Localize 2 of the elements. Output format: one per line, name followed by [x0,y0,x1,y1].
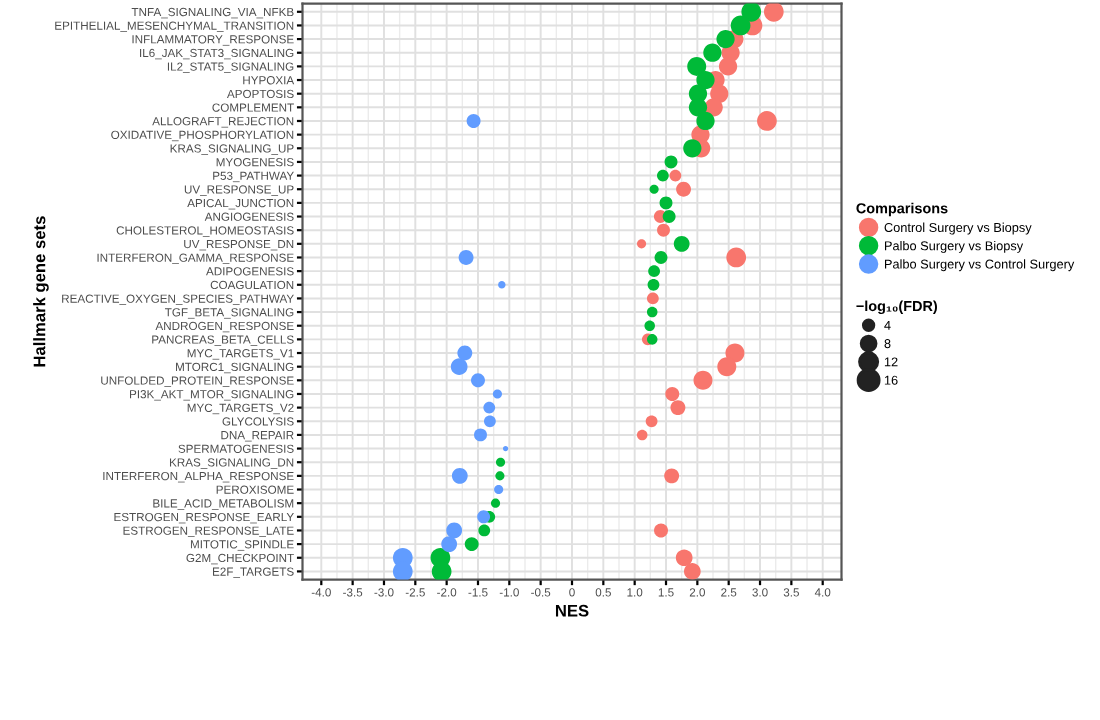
x-axis-title: NES [555,604,589,617]
y-axis-title: Hallmark gene sets [33,216,49,367]
